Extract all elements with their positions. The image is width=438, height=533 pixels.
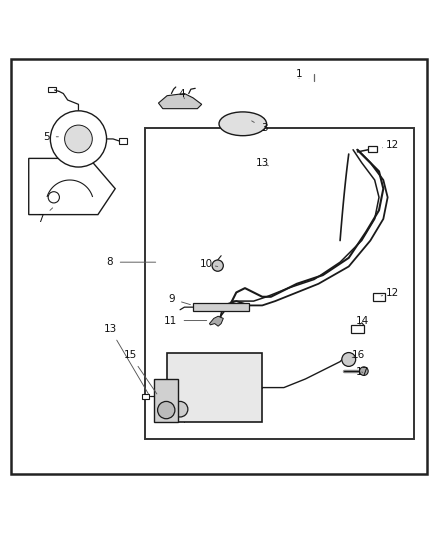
Bar [225,118,231,130]
Text: 17: 17 [356,367,369,377]
Bar [258,118,264,130]
Bar [373,293,385,301]
Bar [167,353,262,422]
Text: 7: 7 [38,208,53,224]
Polygon shape [29,158,115,215]
Bar [63,193,71,197]
Circle shape [158,401,175,419]
Bar [351,325,364,333]
Text: 15: 15 [124,350,157,394]
Text: 12: 12 [382,140,399,150]
Text: 13: 13 [256,158,269,168]
Text: 9: 9 [168,294,191,305]
Text: 14: 14 [356,316,369,326]
Text: 8: 8 [107,257,155,267]
Circle shape [212,260,223,271]
Text: 11: 11 [164,316,207,326]
Bar [154,379,178,422]
Text: 5: 5 [43,132,58,142]
Polygon shape [159,93,202,109]
Bar [119,139,127,144]
Polygon shape [193,303,249,311]
Text: 3: 3 [252,121,267,133]
Circle shape [342,352,356,366]
Text: 16: 16 [352,350,365,360]
Bar [145,128,413,440]
Circle shape [172,401,188,417]
Ellipse shape [219,112,267,136]
Text: 1: 1 [296,69,302,79]
Circle shape [360,367,368,375]
Bar [368,146,377,152]
Text: 13: 13 [103,324,148,394]
Circle shape [65,125,92,153]
Bar [242,118,248,130]
Bar [48,87,56,92]
Bar [233,118,239,130]
Polygon shape [209,316,223,326]
Bar [250,118,256,130]
Text: 4: 4 [179,88,186,99]
Text: 10: 10 [199,260,218,269]
Text: 12: 12 [381,288,399,298]
Circle shape [50,111,106,167]
Circle shape [48,192,60,203]
Bar [141,394,149,399]
